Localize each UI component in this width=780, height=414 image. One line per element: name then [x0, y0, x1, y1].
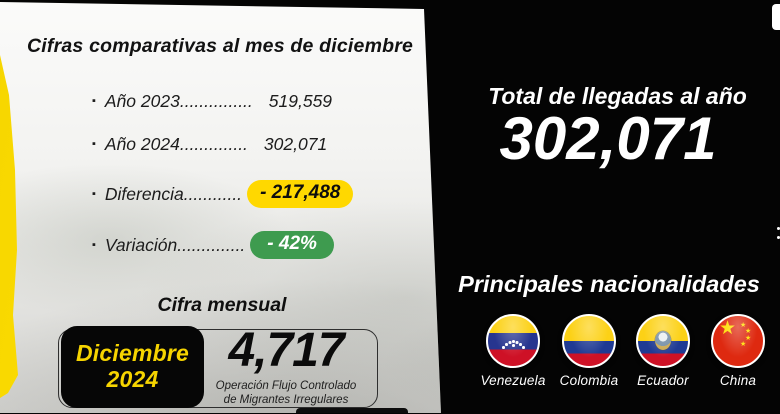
venezuela-stars: [512, 344, 515, 347]
stat-value: 302,071: [263, 133, 328, 154]
stat-label: Año 2024: [104, 133, 180, 154]
right-edge-dots: [777, 227, 780, 230]
month-name: Diciembre: [75, 340, 189, 367]
stat-row-2024: ▪ Año 2024.............. 302,071: [92, 129, 327, 159]
nationality-ecuador: Ecuador: [618, 314, 708, 388]
flag-label: China: [719, 373, 757, 388]
monthly-caption: Operación Flujo Controlado de Migrantes …: [198, 379, 374, 408]
stat-label: Año 2023: [104, 90, 180, 111]
ecuador-emblem: [655, 331, 671, 350]
flag-label: Venezuela: [480, 373, 546, 388]
stat-row-variacion: ▪ Variación.............. - 42%: [92, 230, 334, 260]
dot-leader: ............: [183, 183, 243, 204]
china-flag-icon: ★ ★ ★ ★ ★: [711, 314, 765, 368]
monthly-heading: Cifra mensual: [157, 294, 287, 316]
stat-label: Variación: [104, 234, 178, 255]
nationality-colombia: Colombia: [544, 314, 634, 388]
month-year: 2024: [106, 366, 159, 392]
china-small-star: ★: [740, 322, 747, 329]
stat-label: Diferencia: [104, 183, 184, 204]
caption-line-2: de Migrantes Irregulares: [223, 394, 349, 407]
top-right-corner-chip: [772, 4, 780, 30]
bullet-icon: ▪: [92, 138, 96, 150]
total-arrivals-label: Total de llegadas al año: [488, 83, 747, 109]
dot-leader: ..............: [177, 234, 246, 255]
flag-label: Ecuador: [637, 373, 689, 388]
ecuador-flag-icon: [636, 314, 690, 368]
china-big-star: ★: [719, 318, 737, 339]
stat-row-diferencia: ▪ Diferencia............ - 217,488: [92, 179, 354, 209]
venezuela-flag-icon: [486, 314, 540, 368]
china-small-star: ★: [745, 328, 752, 335]
bullet-icon: ▪: [92, 95, 96, 107]
nationality-venezuela: Venezuela: [468, 314, 558, 388]
month-badge: Diciembre 2024: [61, 326, 204, 408]
nationality-china: ★ ★ ★ ★ ★ China: [693, 314, 780, 388]
monthly-outline-box: [58, 329, 378, 408]
total-arrivals-value: 302,071: [499, 105, 717, 172]
stat-value: 519,559: [268, 90, 333, 111]
bullet-icon: ▪: [92, 239, 96, 251]
difference-badge: - 217,488: [247, 180, 354, 208]
china-small-star: ★: [745, 335, 752, 342]
nationalities-title: Principales nacionalidades: [458, 271, 760, 297]
stat-row-2023: ▪ Año 2023............... 519,559: [92, 86, 332, 116]
colombia-flag-icon: [562, 314, 616, 368]
monthly-value: 4,717: [228, 324, 344, 377]
caption-line-1: Operación Flujo Controlado: [215, 380, 357, 392]
china-small-star: ★: [740, 341, 747, 348]
yellow-edge-band: [0, 55, 18, 398]
dot-leader: ..............: [179, 133, 248, 154]
variation-badge: - 42%: [250, 231, 334, 259]
comparative-title: Cifras comparativas al mes de diciembre: [27, 35, 414, 57]
bottom-edge-bar: [296, 408, 408, 413]
flag-label: Colombia: [559, 373, 619, 388]
bullet-icon: ▪: [92, 188, 96, 200]
dot-leader: ...............: [179, 90, 253, 111]
